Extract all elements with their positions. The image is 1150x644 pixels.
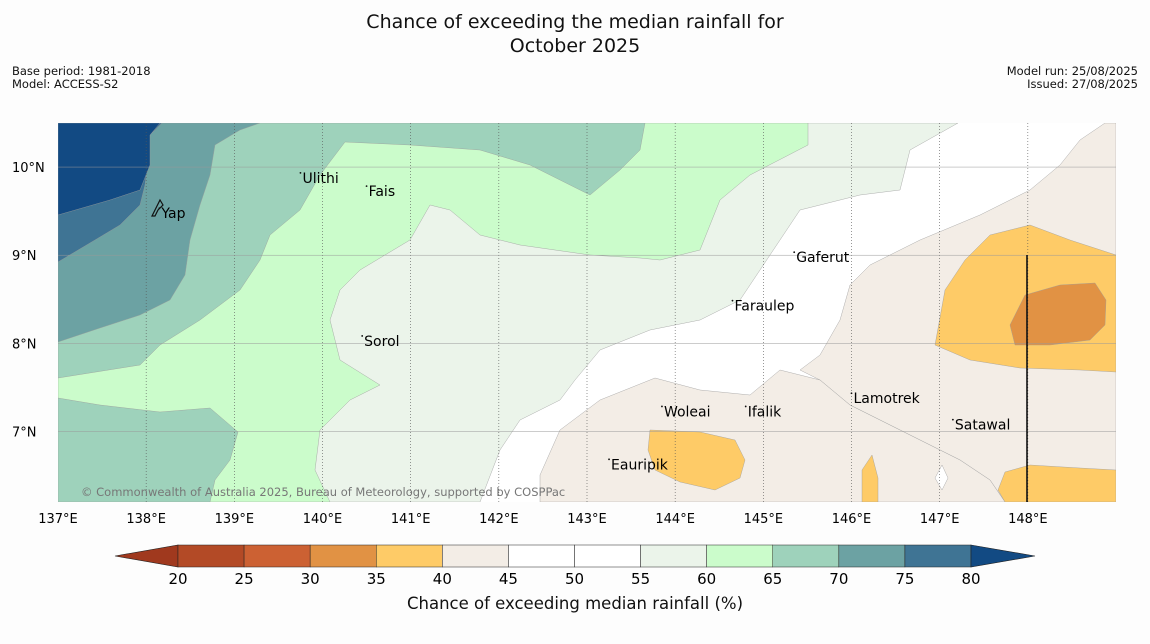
longitude-ticks: 137°E 138°E 139°E 140°E 141°E 142°E 143°E 144°E… [38,512,1047,527]
colorbar-segment [706,544,774,568]
colorbar-tick-label: 25 [235,570,254,588]
colorbar-segment [772,544,840,568]
colorbar-ticks: 20 25 30 35 40 45 50 55 60 65 70 75 80 [168,570,980,588]
colorbar-tick-label: 30 [301,570,320,588]
map-title-line-1: Chance of exceeding the median rainfall … [366,11,784,33]
meta-left: Base period: 1981-2018 Model: ACCESS-S2 [12,65,151,91]
colorbar-segment [243,544,311,568]
lon-tick-label: 137°E [38,512,78,527]
base-period: Base period: 1981-2018 [12,64,151,78]
map-title-line-2: October 2025 [509,35,641,57]
lat-tick-label: 10°N [12,161,45,176]
colorbar-segment [309,544,377,568]
island-marker [365,185,368,188]
colorbar-tick-label: 55 [631,570,650,588]
lat-tick-label: 7°N [12,425,37,440]
place-label: Woleai [664,404,711,420]
colorbar-segment [376,544,443,568]
place-labels: Ulithi Fais Yap Gaferut Faraulep Sorol Lamotre… [158,171,1010,473]
colorbar-tick-label: 70 [829,570,848,588]
latitude-ticks: 10°N 9°N 8°N 7°N [12,161,45,440]
meta-right: Model run: 25/08/2025 Issued: 27/08/2025 [1007,65,1138,91]
lon-tick-label: 147°E [920,512,960,527]
contour-35-40-islet [861,454,879,502]
island-marker [850,392,853,395]
place-label: Lamotrek [854,391,921,407]
contour-35-40-eauripik [647,429,746,491]
contour-35-40-south [997,464,1116,502]
island-marker [731,299,734,302]
lon-tick-label: 144°E [655,512,695,527]
island-marker [361,335,364,337]
rainfall-contours [58,123,1116,502]
place-label: Eauripik [611,457,669,473]
lon-tick-label: 138°E [126,512,166,527]
lon-tick-label: 146°E [832,512,872,527]
model-run: Model run: 25/08/2025 [1006,64,1138,78]
colorbar-tick-label: 50 [565,570,584,588]
colorbar-segment [508,544,575,568]
lon-tick-label: 141°E [391,512,431,527]
lon-tick-label: 145°E [744,512,784,527]
lon-tick-label: 140°E [303,512,343,527]
place-label: Satawal [955,418,1010,434]
place-label: Yap [160,206,185,222]
colorbar-segment [442,544,509,568]
gridlines [58,123,1116,502]
lon-tick-label: 148°E [1008,512,1048,527]
colorbar-tick-label: 35 [367,570,386,588]
colorbar-tick-label: 40 [433,570,452,588]
island-marker [608,458,610,461]
island-marker [744,405,747,408]
island-marker [299,171,302,174]
colorbar-label: Chance of exceeding median rainfall (%) [406,594,744,613]
colorbar-tick-label: 65 [763,570,782,588]
colorbar [114,544,1036,568]
lon-tick-label: 139°E [215,512,255,527]
colorbar-under-arrow [114,544,179,568]
contour-over-80 [58,123,161,216]
place-label: Gaferut [796,250,850,266]
place-label: Ifalik [748,404,782,420]
colorbar-tick-label: 80 [961,570,980,588]
yap-island [151,198,164,217]
place-label: Sorol [364,334,399,350]
place-label: Faraulep [734,299,794,315]
contour-65-70-south [58,397,239,502]
colorbar-segment [574,544,641,568]
colorbar-segment [904,544,972,568]
island-marker [793,251,796,254]
issued-date: Issued: 27/08/2025 [1027,77,1138,91]
map-title: Chance of exceeding the median rainfall … [0,10,1150,58]
colorbar-tick-label: 60 [697,570,716,588]
colorbar-segment [177,544,245,568]
island-marker [661,405,663,408]
lat-tick-label: 8°N [12,337,37,352]
island-marker [158,207,161,210]
colorbar-segment [640,544,707,568]
place-label: Fais [369,184,396,200]
lon-tick-label: 142°E [479,512,519,527]
colorbar-tick-label: 45 [499,570,518,588]
colorbar-tick-label: 20 [168,570,187,588]
colorbar-tick-label: 75 [895,570,914,588]
model-name: Model: ACCESS-S2 [12,77,119,91]
copyright-credit: © Commonwealth of Australia 2025, Bureau… [81,485,565,499]
colorbar-over-arrow [970,544,1036,568]
contour-30-35 [1009,282,1107,346]
lon-tick-label: 143°E [567,512,607,527]
lat-tick-label: 9°N [12,249,37,264]
place-label: Ulithi [302,171,338,187]
island-marker [951,418,954,421]
colorbar-segment [838,544,906,568]
